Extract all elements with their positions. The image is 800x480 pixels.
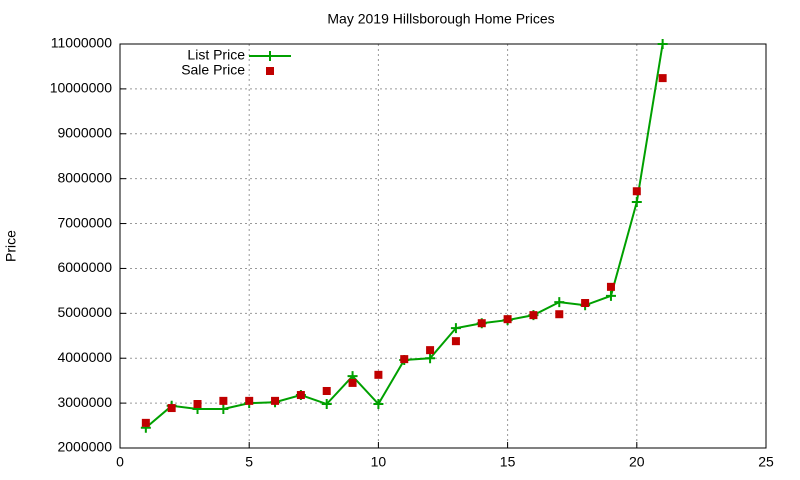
y-tick-label: 5000000 <box>57 304 112 320</box>
point <box>632 187 641 196</box>
point <box>374 370 383 379</box>
point <box>348 378 357 387</box>
point <box>218 403 229 414</box>
point <box>373 399 384 410</box>
point <box>425 353 436 364</box>
legend-label: List Price <box>187 47 245 63</box>
point <box>141 418 150 427</box>
x-tick-label: 15 <box>500 454 516 470</box>
x-tick-label: 20 <box>629 454 645 470</box>
point <box>555 310 564 319</box>
point <box>581 299 590 308</box>
point <box>400 355 409 364</box>
chart-title: May 2019 Hillsborough Home Prices <box>327 11 554 27</box>
legend-marker <box>265 51 275 61</box>
x-tick-label: 25 <box>758 454 774 470</box>
point <box>321 399 332 410</box>
point <box>296 391 305 400</box>
y-tick-label: 10000000 <box>50 80 113 96</box>
point <box>554 297 565 308</box>
x-tick-label: 5 <box>245 454 253 470</box>
x-tick-label: 10 <box>371 454 387 470</box>
y-axis-label: Price <box>3 230 19 262</box>
y-tick-label: 2000000 <box>57 439 112 455</box>
point <box>477 319 486 328</box>
point <box>271 396 280 405</box>
point <box>606 282 615 291</box>
plot-frame <box>119 43 767 449</box>
point <box>657 39 668 49</box>
legend-label: Sale Price <box>181 62 245 78</box>
x-tick-label: 0 <box>116 454 124 470</box>
point <box>322 386 331 395</box>
point <box>605 290 616 301</box>
point <box>167 404 176 413</box>
point <box>503 315 512 324</box>
y-tick-label: 11000000 <box>51 35 112 51</box>
y-tick-label: 8000000 <box>57 169 112 185</box>
point <box>658 74 667 83</box>
y-tick-label: 4000000 <box>57 349 112 365</box>
y-tick-label: 7000000 <box>57 214 112 230</box>
point <box>451 337 460 346</box>
point <box>219 396 228 405</box>
point <box>245 396 254 405</box>
y-tick-label: 9000000 <box>57 124 112 140</box>
point <box>631 197 642 208</box>
y-tick-label: 3000000 <box>57 394 112 410</box>
point <box>193 400 202 409</box>
point <box>529 311 538 320</box>
legend-marker <box>266 67 274 75</box>
point <box>426 346 435 355</box>
series-line <box>145 43 664 429</box>
y-tick-label: 6000000 <box>57 259 112 275</box>
point <box>450 323 461 334</box>
